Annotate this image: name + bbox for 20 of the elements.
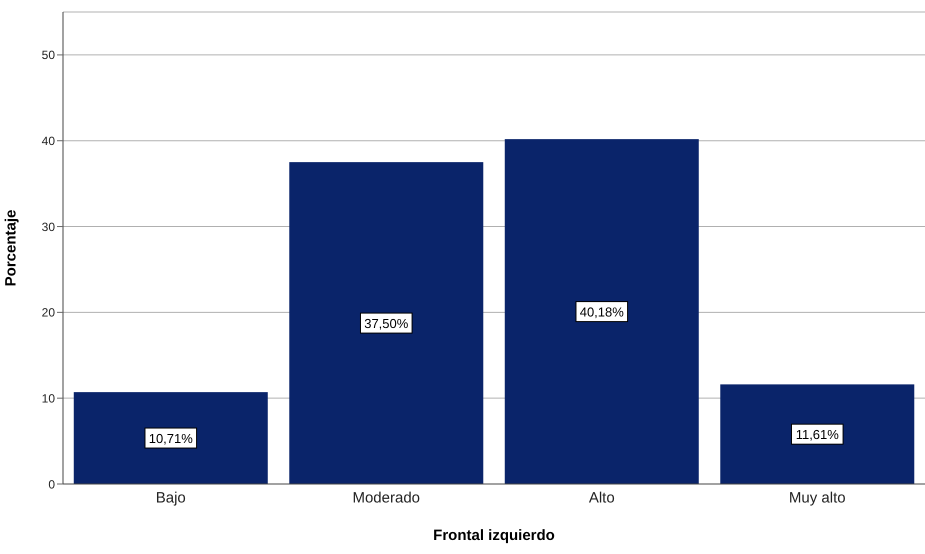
data-label: 10,71% (148, 431, 194, 446)
bar (504, 139, 699, 484)
x-tick-label: Muy alto (788, 490, 846, 507)
y-tick-label: 30 (42, 220, 56, 234)
y-axis-title: Porcentaje (2, 210, 20, 286)
data-label: 11,61% (796, 427, 840, 442)
y-tick-label: 20 (42, 306, 56, 320)
y-tick-label: 50 (42, 48, 56, 62)
y-tick-label: 40 (42, 134, 56, 148)
x-tick-label: Moderado (352, 490, 420, 507)
data-label: 40,18% (580, 304, 624, 320)
bar (289, 162, 484, 484)
x-tick-label: Alto (588, 490, 615, 507)
bar (720, 384, 914, 484)
x-axis-title: Frontal izquierdo (433, 527, 555, 544)
x-tick-label: Bajo (156, 490, 186, 507)
data-label: 37,50% (364, 316, 409, 332)
y-tick-label: 10 (42, 391, 56, 406)
y-tick-label: 0 (48, 477, 56, 492)
bar (74, 392, 268, 484)
